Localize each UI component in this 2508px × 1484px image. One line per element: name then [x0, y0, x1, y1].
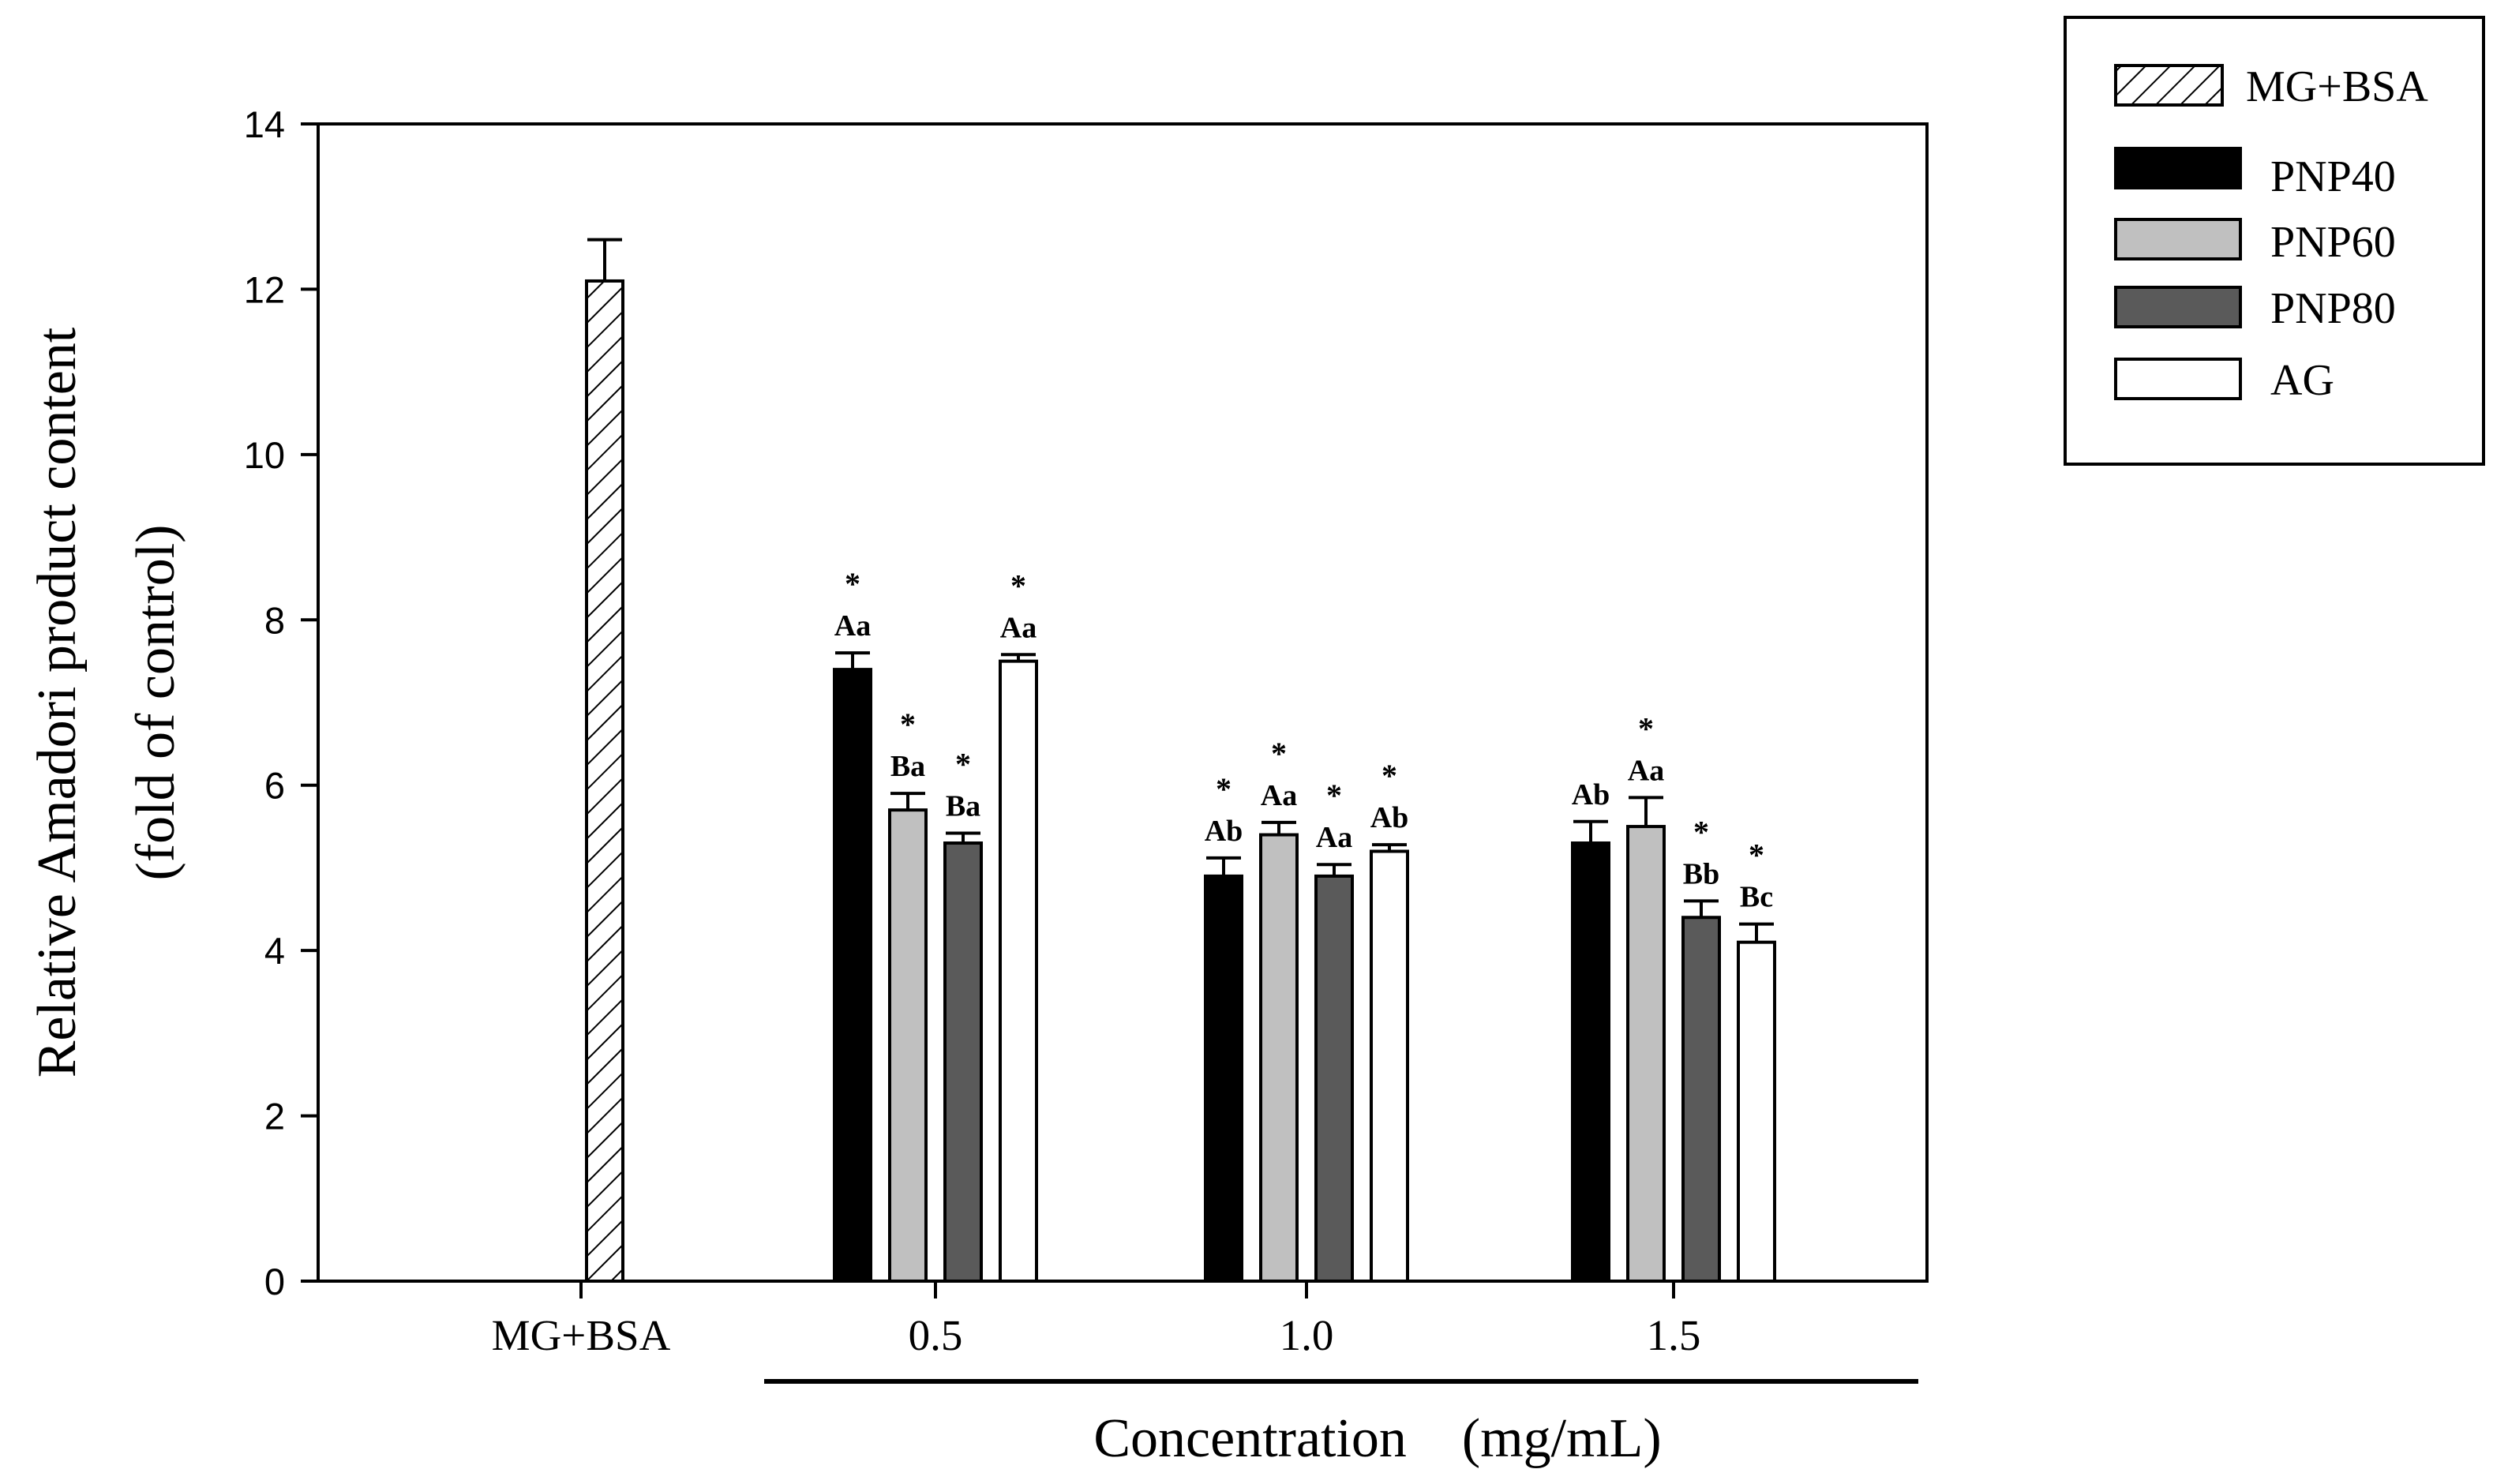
significance-star: * [1693, 814, 1709, 849]
x-tick-label: 1.5 [1647, 1311, 1701, 1359]
legend-label-ag: AG [2270, 356, 2334, 405]
significance-star: * [900, 706, 916, 742]
plot-frame [317, 122, 1929, 1283]
bar-mg-bsa [585, 279, 624, 1283]
significance-label: Ab [1205, 815, 1243, 848]
x-tick-label: 1.0 [1280, 1311, 1334, 1359]
y-tick-label: 6 [264, 765, 285, 807]
legend-swatch-pnp40 [2114, 147, 2242, 189]
legend-swatch-pnp60 [2114, 218, 2242, 260]
y-tick-label: 10 [244, 434, 285, 476]
legend-label-pnp80: PNP80 [2270, 284, 2396, 333]
significance-label: Ab [1370, 801, 1409, 834]
y-tick-label: 14 [244, 103, 285, 145]
x-tick-label: 0.5 [909, 1311, 963, 1359]
bar-pnp60 [1259, 833, 1299, 1283]
significance-label: Aa [1000, 611, 1037, 644]
bar-pnp60 [1626, 825, 1666, 1283]
y-axis: 0 2 4 6 8 10 12 14 [244, 103, 318, 1302]
bar-pnp80 [1314, 874, 1354, 1283]
bar-pnp80 [1681, 916, 1721, 1284]
bar-ag [999, 659, 1038, 1283]
bar-ag [1370, 849, 1409, 1283]
y-axis-title-line2: (fold of control) [126, 525, 186, 881]
significance-star: * [1271, 736, 1287, 771]
significance-label: Ab [1572, 778, 1610, 811]
legend-label-pnp60: PNP60 [2270, 218, 2396, 267]
annotations-group: Aa * Ab * Ab Ba * Aa * Aa * Ba * Aa * Bb * Aa * Ab * Bc * [834, 566, 1773, 913]
significance-star: * [1010, 568, 1026, 603]
significance-label: Aa [1628, 754, 1664, 787]
y-tick-label: 8 [264, 599, 285, 641]
bar-pnp80 [943, 841, 983, 1283]
y-axis-title-line1: Relative Amadori product content [27, 327, 88, 1077]
significance-star: * [1326, 778, 1342, 813]
y-tick-label: 2 [264, 1096, 285, 1137]
y-tick-label: 12 [244, 268, 285, 310]
significance-star: * [1749, 838, 1764, 873]
legend-swatch-pnp80 [2114, 286, 2242, 328]
legend-swatch-mg-bsa [2114, 64, 2224, 107]
significance-star: * [1216, 771, 1232, 807]
bar-ag [1737, 940, 1776, 1283]
significance-star: * [1381, 758, 1397, 793]
legend-label-pnp40: PNP40 [2270, 152, 2396, 201]
significance-label: Ba [946, 789, 980, 823]
bar-pnp40 [1204, 874, 1243, 1283]
legend: MG+BSA PNP40 PNP60 PNP80 AG [2064, 16, 2485, 466]
bars-group [585, 238, 1776, 1284]
legend-label-mg-bsa: MG+BSA [2246, 62, 2428, 111]
bar-pnp40 [833, 668, 872, 1283]
y-tick-label: 0 [264, 1261, 285, 1302]
bar-pnp60 [888, 808, 928, 1283]
significance-label: Ba [890, 750, 925, 783]
significance-star: * [1638, 710, 1654, 746]
significance-star: * [955, 746, 971, 781]
significance-label: Aa [1316, 821, 1352, 854]
significance-label: Aa [1261, 779, 1297, 812]
x-tick-label: MG+BSA [492, 1311, 671, 1359]
significance-label: Bb [1683, 857, 1719, 890]
significance-label: Bc [1740, 881, 1773, 914]
legend-swatch-ag [2114, 358, 2242, 400]
significance-label: Aa [834, 609, 871, 643]
x-axis-title: Concentration (mg/mL) [1093, 1408, 1661, 1469]
x-axis: MG+BSA 0.5 1.0 1.5 [492, 1281, 1701, 1359]
significance-star: * [845, 566, 860, 601]
y-tick-label: 4 [264, 930, 285, 972]
bar-pnp40 [1571, 841, 1610, 1283]
